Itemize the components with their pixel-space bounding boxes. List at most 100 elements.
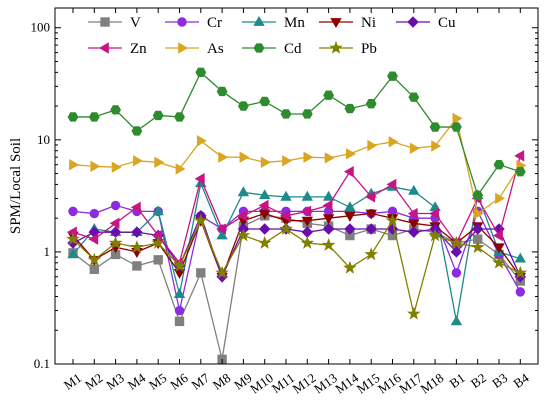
legend-label: Cu	[438, 15, 456, 31]
chart-legend: V Cr Mn Ni Cu Zn As Cd Pb	[88, 15, 456, 57]
data-point-zn	[514, 150, 525, 162]
data-point-cd	[301, 109, 313, 119]
data-point-as	[367, 139, 378, 152]
x-tick-label: M2	[82, 370, 105, 393]
data-point-as	[346, 148, 356, 160]
plot-frame	[54, 7, 539, 365]
legend-item-cr: Cr	[165, 15, 222, 31]
data-point-pb	[215, 265, 229, 279]
data-point-as	[239, 151, 250, 163]
data-point-mn	[237, 186, 250, 197]
series-cr	[68, 200, 525, 316]
x-tick-label: M18	[418, 370, 447, 396]
data-point-zn	[322, 199, 333, 212]
series-zn	[66, 150, 525, 269]
data-point-mn	[301, 190, 313, 201]
y-axis-title: SPM/Local Soil	[8, 138, 24, 234]
data-point-pb	[406, 306, 421, 320]
data-point-zn	[109, 217, 120, 229]
data-point-as	[154, 156, 165, 169]
series-pb	[66, 213, 528, 320]
data-point-pb	[428, 228, 442, 242]
legend-label: V	[130, 15, 141, 31]
data-point-cd	[323, 90, 335, 100]
data-point-as	[69, 158, 80, 171]
x-tick-label: M8	[210, 370, 233, 393]
series-as	[69, 112, 527, 220]
data-point-cu	[67, 237, 79, 249]
data-point-cd	[429, 122, 441, 132]
data-point-cr	[515, 287, 525, 297]
x-tick-label: B3	[489, 370, 510, 391]
data-point-ni	[259, 209, 271, 220]
data-point-v	[196, 268, 206, 278]
data-point-zn	[343, 165, 354, 178]
data-point-cd	[408, 92, 420, 102]
x-tick-label: B2	[468, 370, 489, 391]
legend-item-cd: Cd	[242, 41, 302, 57]
data-point-cd	[131, 126, 143, 136]
data-point-as	[473, 207, 484, 220]
data-point-zn	[88, 233, 99, 245]
data-point-cr	[451, 268, 462, 278]
data-point-cu	[408, 226, 420, 238]
legend-swatch-marker	[330, 18, 342, 29]
data-point-cu	[471, 223, 484, 235]
x-tick-label: M7	[189, 370, 213, 393]
series-line-pb	[72, 219, 521, 315]
data-point-v	[153, 255, 163, 265]
legend-swatch-marker	[253, 15, 265, 26]
data-point-as	[196, 135, 207, 147]
data-point-as	[409, 142, 420, 155]
data-point-ni	[301, 216, 313, 227]
y-tick-label: 10	[37, 132, 50, 147]
data-point-zn	[130, 201, 141, 214]
legend-label: Mn	[284, 15, 305, 31]
data-point-as	[133, 155, 143, 167]
x-tick-label: B1	[447, 370, 468, 391]
legend-label: Cd	[284, 41, 302, 57]
data-point-ni	[408, 219, 420, 230]
data-point-ni	[365, 209, 377, 220]
data-point-as	[111, 161, 122, 173]
data-point-cr	[89, 208, 100, 219]
data-point-cd	[514, 166, 526, 177]
data-point-as	[175, 163, 186, 175]
data-point-as	[388, 136, 399, 148]
data-point-as	[218, 151, 229, 163]
data-point-cd	[365, 99, 377, 109]
data-point-cd	[174, 112, 185, 122]
x-tick-label: M3	[103, 370, 126, 393]
data-point-v	[132, 261, 142, 271]
series-line-as	[72, 116, 521, 215]
data-point-mn	[408, 184, 420, 195]
data-point-ni	[344, 211, 356, 222]
data-point-cr	[174, 305, 185, 316]
legend-swatch-marker	[177, 17, 187, 27]
data-point-ni	[322, 214, 335, 225]
data-point-cd	[195, 67, 207, 78]
data-point-cu	[344, 223, 356, 235]
data-point-cd	[88, 112, 100, 122]
data-point-cd	[387, 71, 398, 81]
series-line-zn	[72, 155, 521, 265]
data-point-cd	[280, 109, 292, 119]
data-point-pb	[257, 235, 272, 249]
y-tick-label: 0.1	[34, 356, 50, 371]
data-point-pb	[87, 252, 102, 266]
data-point-cd	[344, 103, 356, 114]
data-point-pb	[66, 231, 80, 245]
legend-item-v: V	[88, 15, 141, 31]
legend-swatch-marker	[178, 42, 189, 54]
data-point-cd	[237, 101, 249, 111]
data-point-cu	[301, 226, 314, 238]
data-point-pb	[279, 221, 293, 235]
y-tick-label: 1	[44, 244, 51, 259]
data-point-cr	[110, 200, 121, 211]
legend-item-cu: Cu	[396, 15, 456, 31]
chart-axes: 0.1110100M1M2M3M4M5M6M7M8M9M10M11M12M13M…	[31, 7, 539, 396]
legend-label: Zn	[130, 41, 147, 57]
data-point-cd	[493, 160, 505, 170]
x-tick-label: M6	[167, 370, 191, 393]
data-point-mn	[152, 205, 164, 216]
